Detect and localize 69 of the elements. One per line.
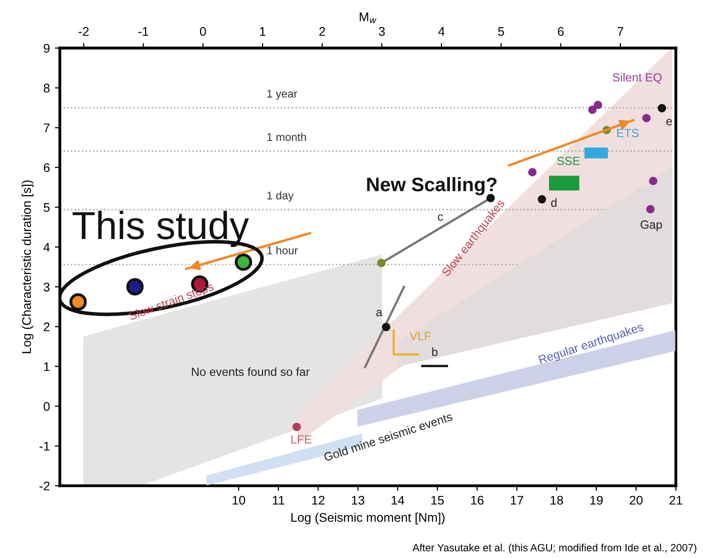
annotation: SSE [557,156,580,166]
x2-tick-label: -2 [78,27,89,36]
ref-line-label: 1 month [267,132,306,141]
x-tick-label: 20 [630,496,643,505]
x-tick-label: 17 [510,496,524,505]
annotation: VLF [410,332,431,340]
annotation: a [376,310,382,316]
annotation: d [551,198,556,207]
annotation: Silent EQ [612,72,662,84]
point [642,114,651,122]
annotation: e [666,118,672,126]
point [594,100,602,110]
x-tick-label: 11 [272,496,284,505]
point [292,422,301,432]
x-tick-label: 13 [352,496,364,505]
x-tick-label: 21 [670,496,682,505]
x-tick-label: 10 [232,496,246,505]
annotation: Gap [640,220,662,232]
x-tick-label: 16 [471,496,484,505]
annotation: No events found so far [192,367,310,376]
x2-tick-label: 3 [378,27,385,36]
point [658,104,666,112]
y-axis-title: Log (Characteristic duration [s]) [22,180,34,354]
y-tick-label: 7 [44,124,50,132]
annotation: New Scalling? [367,177,497,196]
x2-tick-label: 0 [200,27,206,36]
x2-tick-label: 1 [260,27,266,36]
x2-tick-label: 6 [558,27,564,36]
annotation: Gold mine seismic events [323,412,453,462]
x-axis-title: Log (Seismic moment [Nm]) [291,512,445,524]
x-tick-label: 15 [431,496,444,505]
ref-line-label: 1 year [267,90,298,100]
y-tick-label: 9 [44,44,50,53]
point [649,176,658,186]
annotation: This study [72,210,249,248]
annotation: Slow strain steps [128,282,215,322]
x2-tick-label: 2 [319,27,326,36]
x2-axis-title: M$_{w}$ [360,12,376,24]
annotation: b [432,347,438,356]
point [528,168,537,176]
x2-tick-label: -1 [138,27,148,36]
point [646,205,655,214]
ref-line-label: 1 day [267,191,294,202]
text: After Yasutake et al. (this AGU; modified from Ide et al., 2007) [412,544,696,554]
point [382,322,390,332]
x-tick-label: 14 [392,496,404,505]
x-tick-label: 19 [590,496,603,505]
x-tick-label: 18 [550,496,564,505]
annotation: LFE [291,435,312,444]
point [588,106,597,114]
y-tick-label: -2 [40,482,50,490]
x2-tick-label: 5 [498,27,504,36]
x2-tick-label: 4 [438,27,445,36]
point [377,258,386,268]
y-tick-label: 8 [44,84,50,93]
y-tick-label: 5 [44,203,50,212]
y-tick-label: 6 [44,163,50,172]
y-tick-label: -1 [40,442,50,451]
annotation: c [438,214,443,221]
x-tick-label: 12 [312,496,324,505]
y-tick-label: 2 [44,322,50,332]
x2-tick-label: 7 [618,27,624,36]
point [538,195,546,204]
annotation: ETS [617,128,639,138]
y-tick-label: 1 [44,362,50,371]
ref-line-label: 1 hour [267,246,298,254]
y-tick-label: 4 [43,242,50,252]
y-tick-label: 3 [44,282,50,292]
y-tick-label: 0 [44,402,50,411]
